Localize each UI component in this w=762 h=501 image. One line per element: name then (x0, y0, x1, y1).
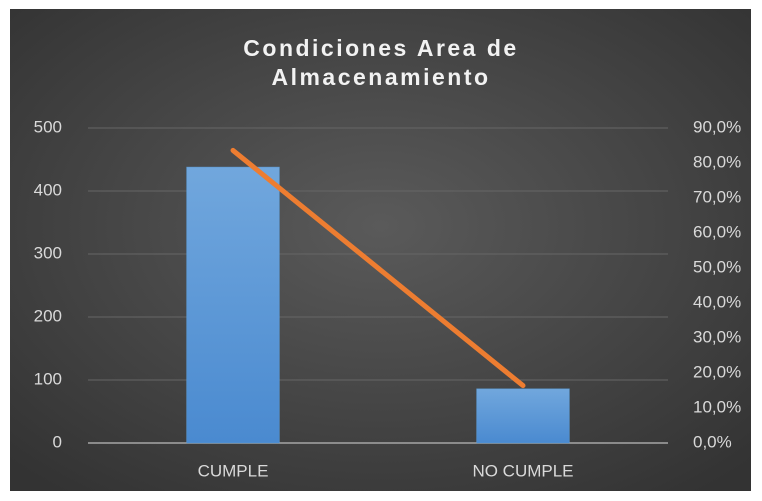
y-tick-label: 0 (53, 432, 62, 451)
x-tick-label: CUMPLE (198, 461, 269, 480)
y2-tick-label: 50,0% (693, 257, 741, 276)
y-tick-label: 300 (34, 243, 62, 262)
y2-tick-label: 90,0% (693, 117, 741, 136)
y2-tick-label: 70,0% (693, 187, 741, 206)
y2-tick-label: 0,0% (693, 432, 732, 451)
y2-tick-label: 60,0% (693, 222, 741, 241)
y-tick-label: 500 (34, 117, 62, 136)
y2-tick-label: 10,0% (693, 397, 741, 416)
line (230, 147, 526, 389)
y2-tick-label: 20,0% (693, 362, 741, 381)
background (10, 9, 751, 491)
chart-title: Condiciones Area de Almacenamiento (243, 35, 519, 90)
y-tick-label: 200 (34, 306, 62, 325)
bar (476, 388, 570, 444)
x-tick-label: NO CUMPLE (472, 461, 573, 480)
y-tick-label: 400 (34, 180, 62, 199)
y-tick-label: 100 (34, 369, 62, 388)
bar (186, 166, 280, 444)
y2-tick-label: 80,0% (693, 152, 741, 171)
y2-tick-label: 40,0% (693, 292, 741, 311)
y2-tick-label: 30,0% (693, 327, 741, 346)
